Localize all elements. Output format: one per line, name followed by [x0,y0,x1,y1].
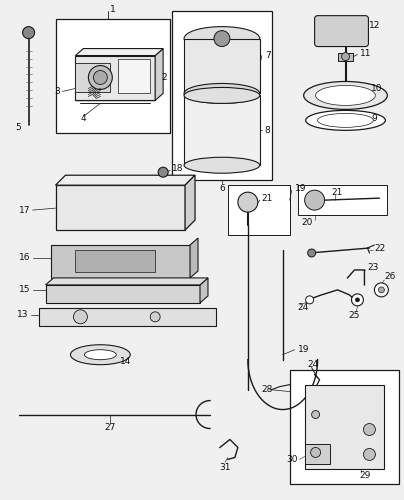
Circle shape [306,296,314,304]
Bar [290,370,399,484]
Text: 10: 10 [371,84,383,93]
Text: 11: 11 [360,49,371,58]
Text: 8: 8 [265,126,271,135]
Text: 4: 4 [80,114,86,123]
Ellipse shape [84,350,116,360]
Polygon shape [55,185,185,230]
Text: 23: 23 [367,264,379,272]
Circle shape [305,190,324,210]
Text: 20: 20 [302,218,313,226]
Polygon shape [46,285,200,303]
Circle shape [238,192,258,212]
Circle shape [311,410,320,418]
Bar [305,444,330,464]
Circle shape [23,26,35,38]
Polygon shape [76,48,163,56]
Circle shape [307,249,316,257]
Circle shape [158,167,168,177]
Text: 28: 28 [262,385,273,394]
Text: 21: 21 [332,188,343,196]
Ellipse shape [316,86,375,105]
Text: 22: 22 [375,244,386,252]
Ellipse shape [184,84,260,103]
Text: 13: 13 [17,310,29,320]
Bar [76,62,110,92]
Bar [38,308,216,326]
Polygon shape [76,56,155,100]
Circle shape [93,70,107,85]
Bar [184,38,260,94]
Text: 15: 15 [19,286,31,294]
Text: 14: 14 [120,357,132,366]
Circle shape [214,30,230,46]
Bar [305,384,384,470]
Text: 16: 16 [19,254,31,262]
Text: 29: 29 [360,471,371,480]
Text: 5: 5 [16,123,21,132]
Text: 26: 26 [384,272,396,281]
Text: 27: 27 [105,423,116,432]
Bar [118,58,150,94]
Text: 19: 19 [295,184,306,192]
Polygon shape [190,238,198,278]
Bar [76,250,155,272]
Bar [184,96,260,165]
Text: 7: 7 [265,51,271,60]
Circle shape [150,312,160,322]
Ellipse shape [70,344,130,364]
Circle shape [364,448,375,460]
Circle shape [311,448,321,458]
Text: 17: 17 [19,206,31,214]
FancyBboxPatch shape [315,16,368,46]
Text: 6: 6 [219,184,225,192]
Polygon shape [50,245,190,278]
Text: 3: 3 [55,87,61,96]
Text: 1: 1 [110,5,116,14]
Bar [55,18,170,134]
Circle shape [341,52,349,60]
Bar [337,52,354,60]
Text: 30: 30 [286,455,298,464]
Circle shape [74,310,87,324]
Circle shape [88,66,112,90]
Polygon shape [200,278,208,303]
Text: 19: 19 [298,345,309,354]
Ellipse shape [306,110,385,130]
Polygon shape [46,278,208,285]
Bar [172,10,272,180]
Polygon shape [155,48,163,100]
Ellipse shape [304,82,387,110]
Bar [228,185,290,235]
Text: 12: 12 [369,21,381,30]
Ellipse shape [184,26,260,50]
Text: 16: 16 [83,256,94,266]
Text: 24: 24 [298,304,309,312]
Text: 25: 25 [349,312,360,320]
Circle shape [379,287,384,293]
Circle shape [356,298,360,302]
Circle shape [364,424,375,436]
Circle shape [351,294,364,306]
Text: 18: 18 [172,164,183,172]
Text: 24: 24 [307,360,319,369]
Text: 31: 31 [219,463,231,472]
Polygon shape [55,175,195,185]
Circle shape [375,283,388,297]
Ellipse shape [184,158,260,173]
Polygon shape [185,175,195,230]
Text: 9: 9 [371,114,377,123]
Ellipse shape [318,114,373,128]
Bar [298,185,387,215]
Text: 21: 21 [262,194,273,202]
Ellipse shape [184,88,260,104]
Text: 2: 2 [161,73,167,82]
